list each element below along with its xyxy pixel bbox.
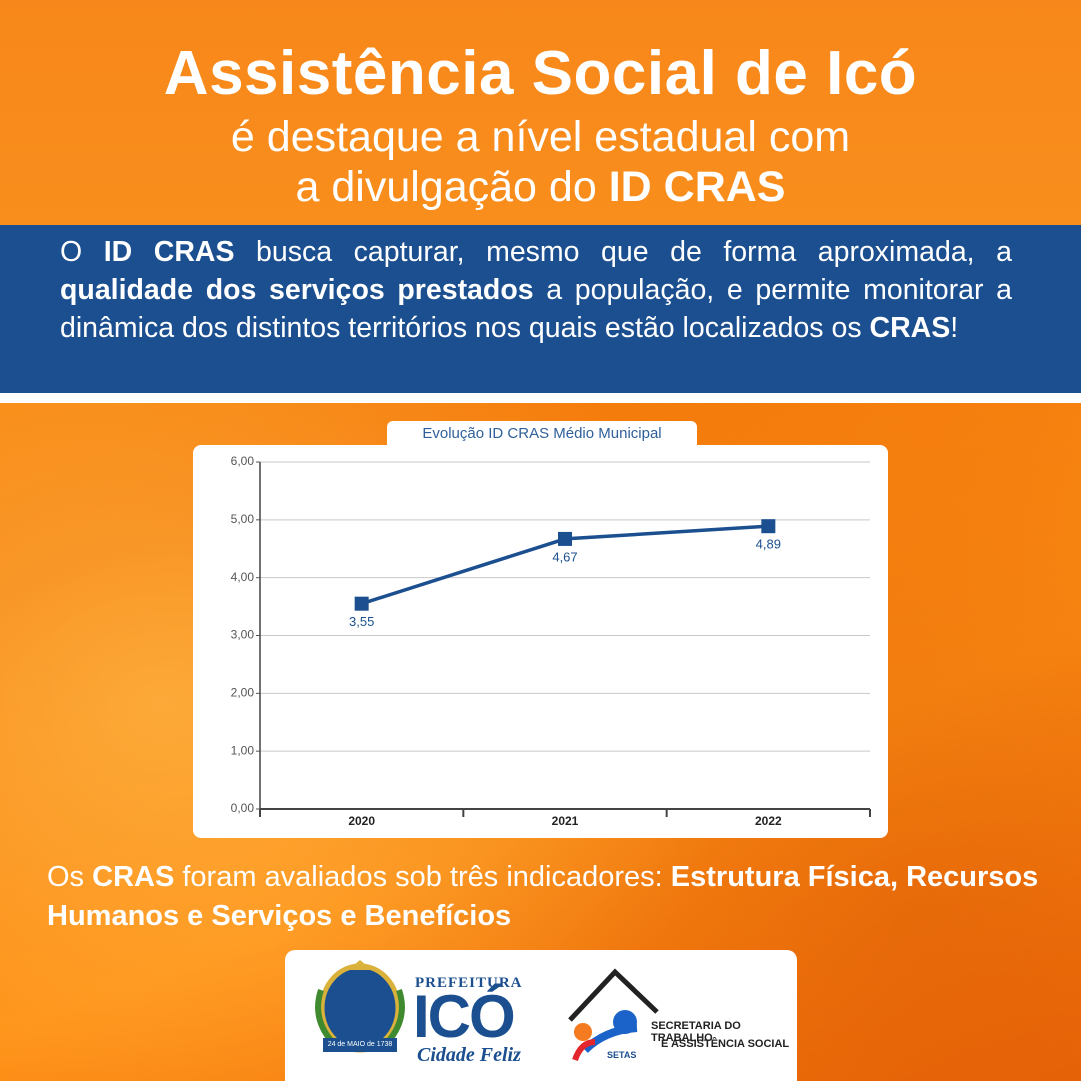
header: Assistência Social de Icó é destaque a n… bbox=[0, 0, 1081, 225]
text-run: ID CRAS bbox=[103, 236, 235, 268]
chart-title: Evolução ID CRAS Médio Municipal bbox=[387, 421, 697, 445]
y-tick-label: 0,00 bbox=[231, 801, 255, 815]
logo-art: 24 de MAIO de 1738 bbox=[315, 960, 659, 1062]
value-label: 4,89 bbox=[756, 537, 781, 552]
house-roof bbox=[568, 968, 659, 1022]
seal-ribbon bbox=[323, 1038, 397, 1052]
logo-box: 24 de MAIO de 1738 PREFEITURA ICÓ Cidade… bbox=[285, 950, 797, 1081]
secretaria-line: E ASSISTÊNCIA SOCIAL bbox=[661, 1038, 790, 1050]
text-run: ! bbox=[950, 312, 959, 344]
x-tick-label: 2020 bbox=[348, 814, 375, 828]
crown bbox=[348, 960, 372, 970]
chart-card bbox=[193, 445, 888, 838]
text-run: CRAS bbox=[869, 312, 951, 344]
figure bbox=[574, 1023, 592, 1041]
value-label: 4,67 bbox=[552, 549, 577, 564]
text-run: CRAS bbox=[92, 861, 175, 893]
x-tick-label: 2021 bbox=[552, 814, 579, 828]
figure-arm bbox=[572, 1039, 596, 1062]
info-band bbox=[0, 225, 1081, 393]
x-tick-label: 2022 bbox=[755, 814, 782, 828]
y-tick-label: 5,00 bbox=[231, 512, 255, 526]
y-tick-label: 4,00 bbox=[231, 570, 255, 584]
seal-text: 24 de MAIO de 1738 bbox=[328, 1041, 393, 1048]
text-run: qualidade dos serviços prestados bbox=[60, 274, 534, 306]
slogan: Cidade Feliz bbox=[417, 1044, 521, 1066]
point-marker bbox=[354, 596, 369, 611]
prefeitura-label: PREFEITURA bbox=[415, 975, 523, 991]
city-name: ICÓ bbox=[413, 983, 516, 1050]
text-run: ID CRAS bbox=[608, 163, 786, 211]
secretaria-line: SECRETARIA DO TRABALHO bbox=[651, 1020, 741, 1044]
y-tick-label: 2,00 bbox=[231, 686, 255, 700]
text-run: é destaque a nível estadual com bbox=[230, 113, 851, 161]
subtitle-line: a divulgação do ID CRAS bbox=[0, 163, 1081, 212]
seal bbox=[319, 963, 401, 1053]
text-run: foram avaliados sob três indicadores: bbox=[174, 861, 671, 893]
y-tick-label: 1,00 bbox=[231, 743, 255, 757]
text-run: a divulgação do bbox=[295, 163, 609, 211]
divider bbox=[0, 393, 1081, 403]
intro-text: O ID CRAS busca capturar, mesmo que de f… bbox=[60, 233, 1012, 347]
text-run: busca capturar, mesmo que de forma aprox… bbox=[234, 236, 1012, 268]
text-run: a população, e permite monitorar a dinâm… bbox=[60, 274, 1012, 344]
point-marker bbox=[761, 519, 776, 534]
text-run: Os bbox=[47, 861, 93, 893]
chart: 0,00 1,00 2,00 3,00 4,00 5,00 6,00 2020 2021 2022… bbox=[231, 454, 871, 828]
text-run: O bbox=[60, 236, 104, 268]
value-label: 3,55 bbox=[349, 614, 374, 629]
setas-label: SETAS bbox=[607, 1050, 637, 1060]
subtitle-line: é destaque a nível estadual com bbox=[0, 113, 1081, 162]
note-text: Os CRAS foram avaliados sob três indicad… bbox=[47, 858, 1047, 936]
y-tick-label: 6,00 bbox=[231, 454, 255, 468]
text-run: Estrutura Física, Recursos Humanos e Ser… bbox=[47, 861, 1039, 932]
headline: Assistência Social de Icó bbox=[163, 39, 918, 108]
y-tick-label: 3,00 bbox=[231, 628, 255, 642]
figure-arm bbox=[582, 1024, 638, 1053]
point-marker bbox=[558, 531, 572, 546]
